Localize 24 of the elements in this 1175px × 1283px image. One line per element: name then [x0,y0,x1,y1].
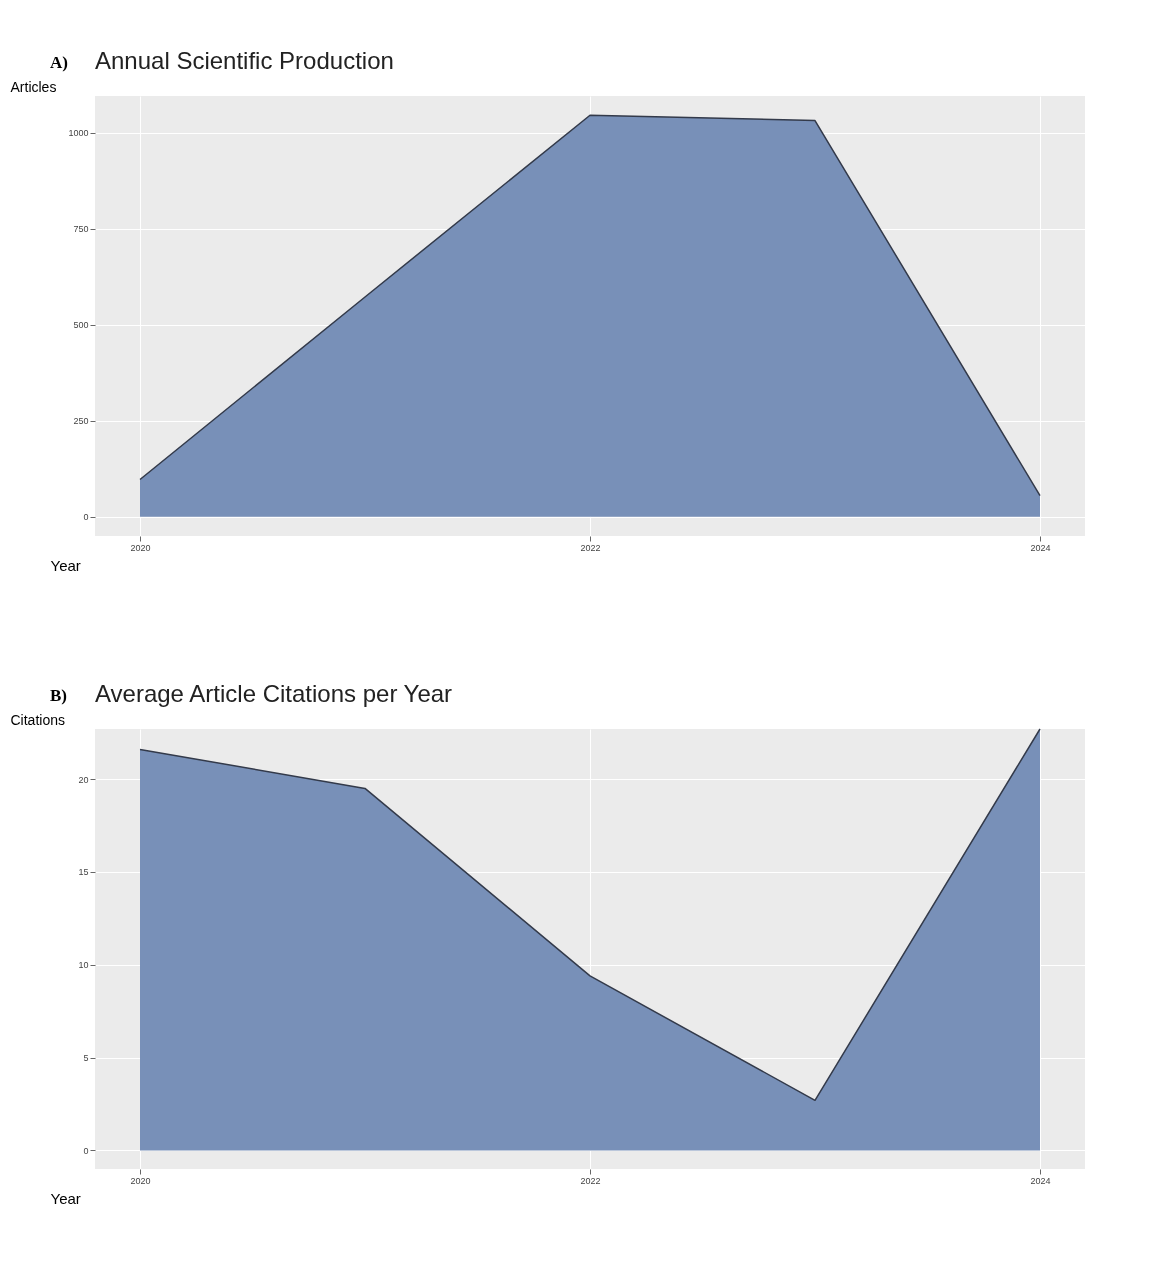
text: B) [50,686,67,705]
text: A) [50,53,68,72]
chart-title: Annual Scientific Production [95,47,394,74]
y-tick-label: 20 [78,774,89,785]
y-tick-label: 1000 [68,128,89,139]
y-tick-label: 10 [78,960,89,971]
y-tick-label: 0 [83,512,89,523]
x-tick-label: 2020 [130,542,151,553]
x-tick-label: 2022 [580,542,601,553]
y-tick-label: 750 [73,224,89,235]
x-tick-label: 2024 [1030,1175,1051,1186]
y-axis-title: Citations [10,711,65,728]
x-axis-title: Year [50,1189,81,1207]
y-tick-label: 15 [78,867,89,878]
y-axis-title: Articles [10,78,57,95]
x-tick-label: 2022 [580,1175,601,1186]
y-tick-label: 500 [73,320,89,331]
x-tick-label: 2024 [1030,542,1051,553]
y-tick-label: 0 [83,1145,89,1156]
x-axis-title: Year [50,556,81,574]
y-tick-label: 5 [83,1053,89,1064]
y-tick-label: 250 [73,416,89,427]
x-tick-label: 2020 [130,1175,151,1186]
chart-title: Average Article Citations per Year [95,680,453,707]
